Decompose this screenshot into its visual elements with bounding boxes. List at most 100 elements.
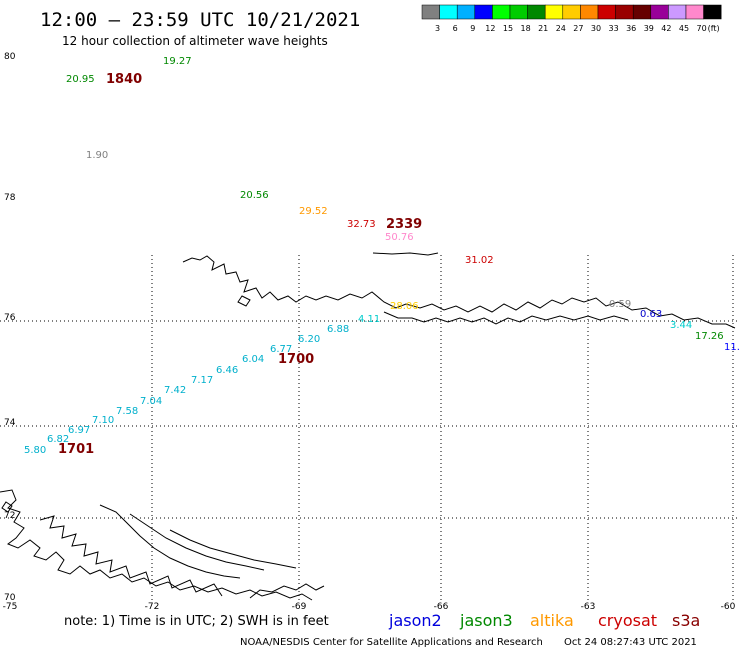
wave-height-label: 5.80	[24, 445, 46, 456]
legend-label: 24	[556, 24, 566, 33]
legend-swatch	[492, 4, 511, 20]
legend-swatch	[632, 4, 652, 20]
time-label: 1700	[278, 352, 314, 367]
lon-label: -72	[145, 602, 160, 612]
legend-swatch	[474, 4, 493, 20]
legend-label: 18	[521, 24, 531, 33]
lat-label: 74	[4, 418, 16, 428]
map-subtitle: 12 hour collection of altimeter wave hei…	[62, 34, 328, 48]
legend-label: 42	[661, 24, 671, 33]
lon-label: -63	[581, 602, 596, 612]
coastline-islet	[1, 501, 13, 513]
map-title: 12:00 — 23:59 UTC 10/21/2021	[40, 9, 360, 31]
legend-label: 21	[538, 24, 548, 33]
legend-swatch	[685, 4, 704, 20]
legend-swatch	[562, 4, 581, 20]
coastline-greenland-inner	[383, 311, 629, 325]
wave-height-label: 31.02	[465, 255, 494, 266]
legend-swatch	[580, 4, 599, 20]
legend-swatch	[421, 4, 440, 20]
lat-label: 80	[4, 52, 16, 62]
coastline-inlet-1	[99, 504, 241, 579]
lon-label: -69	[292, 602, 307, 612]
wave-height-label: 4.11	[358, 314, 380, 325]
coastline-cape	[237, 295, 251, 307]
lat-label: 72	[4, 511, 15, 521]
lon-label: -75	[3, 602, 18, 612]
legend-swatch	[668, 4, 687, 20]
legend-label: 6	[453, 24, 458, 33]
wave-height-label: 6.04	[242, 354, 264, 365]
coastline-island-north	[372, 252, 439, 256]
graticule	[0, 255, 740, 600]
legend-swatch	[544, 4, 564, 20]
wave-height-label: 3.44	[670, 320, 692, 331]
wave-height-label: 17.26	[695, 331, 724, 342]
legend-label: 70	[697, 24, 707, 33]
time-label: 1701	[58, 442, 94, 457]
satellite-name: altika	[530, 611, 574, 630]
coastline-bay	[249, 583, 325, 599]
wave-height-label: 6.77	[270, 344, 292, 355]
lon-label: -66	[434, 602, 449, 612]
legend-swatch	[527, 4, 546, 20]
time-label: 2339	[386, 217, 422, 232]
wave-height-label: 1.90	[86, 150, 108, 161]
satellite-name: cryosat	[598, 611, 657, 630]
wave-height-label: 29.52	[299, 206, 328, 217]
legend-label: 12	[485, 24, 495, 33]
legend-label: 15	[503, 24, 513, 33]
legend-label: (ft)	[708, 24, 720, 33]
legend-swatch	[650, 4, 669, 20]
wave-height-label: 19.27	[163, 56, 192, 67]
wave-height-label: 7.17	[191, 375, 213, 386]
legend-label: 9	[470, 24, 475, 33]
satellite-name: jason3	[459, 611, 513, 630]
wave-height-label: 7.04	[140, 396, 162, 407]
lat-label: 76	[4, 313, 16, 323]
timestamp-text: Oct 24 08:27:43 UTC 2021	[564, 637, 697, 648]
note-text: note: 1) Time is in UTC; 2) SWH is in fe…	[64, 614, 329, 629]
coastline-inlet-2	[129, 513, 265, 571]
wave-height-label: 6.46	[216, 365, 238, 376]
time-label: 1840	[106, 72, 142, 87]
wave-height-label: 6.97	[68, 425, 90, 436]
legend-swatch	[703, 4, 722, 20]
legend-label: 39	[644, 24, 654, 33]
wave-height-label: 6.88	[327, 324, 349, 335]
color-legend: 3 6 9 12 15 18 21 24 27 30 33 36 39 42 45 70 (ft)	[421, 4, 722, 33]
legend-swatch	[597, 4, 616, 20]
lat-label: 78	[4, 193, 16, 203]
wave-height-labels: 19.27 20.95 1840 1.90 20.56 29.52 32.73 233950.…	[24, 56, 740, 457]
legend-swatch	[439, 4, 458, 20]
legend-label: 3	[435, 24, 440, 33]
wave-height-label: 6.20	[298, 334, 320, 345]
legend-label: 45	[679, 24, 689, 33]
legend-swatch	[615, 4, 634, 20]
satellite-name: jason2	[388, 611, 442, 630]
wave-height-label: 32.73	[347, 219, 376, 230]
legend-label: 30	[591, 24, 601, 33]
wave-height-label: 11.	[724, 342, 740, 353]
wave-height-label: 7.58	[116, 406, 138, 417]
axis-labels: 80 78 76 74 72 70-75 -72 -69 -66 -63 -60	[3, 52, 736, 612]
legend-label: 36	[626, 24, 636, 33]
satellite-legend: jason2 jason3 altika cryosat s3a	[388, 611, 700, 630]
coastline-inlet-3	[169, 529, 297, 569]
legend-label: 33	[609, 24, 619, 33]
wave-height-label: 6.82	[47, 434, 69, 445]
wave-height-label: 20.56	[240, 190, 269, 201]
lon-label: -60	[721, 602, 736, 612]
wave-height-label: 0.59	[609, 299, 631, 310]
credit-text: NOAA/NESDIS Center for Satellite Applica…	[240, 637, 543, 648]
wave-height-label: 20.95	[66, 74, 95, 85]
legend-swatch	[509, 4, 528, 20]
satellite-name: s3a	[672, 611, 700, 630]
lat-label: 70	[4, 593, 16, 603]
wave-height-label: 7.42	[164, 385, 186, 396]
coastline	[0, 252, 736, 601]
legend-swatch	[456, 4, 476, 20]
wave-height-label: 7.10	[92, 415, 114, 426]
wave-height-label: 0.63	[640, 309, 662, 320]
